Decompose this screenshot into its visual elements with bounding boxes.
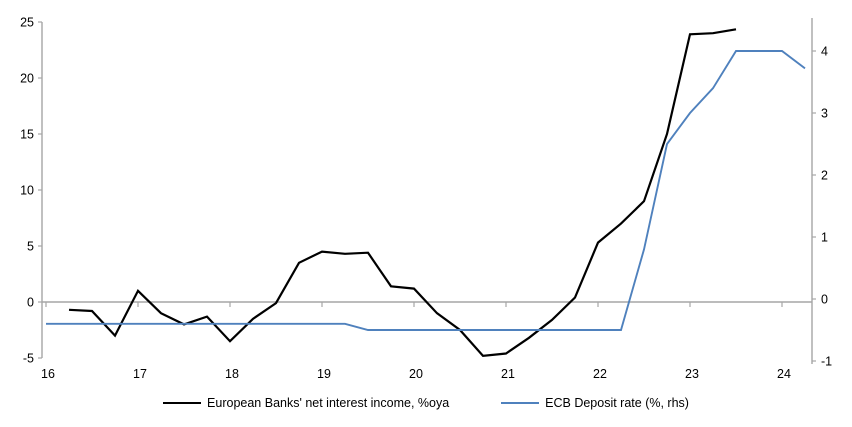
x-axis-tick-label: 22	[593, 367, 607, 381]
legend-item-nii: European Banks' net interest income, %oy…	[163, 396, 449, 410]
left-axis-tick-label: 0	[27, 296, 34, 310]
ecb-legend-label: ECB Deposit rate (%, rhs)	[545, 396, 689, 410]
ecb-line-swatch-icon	[501, 402, 540, 404]
right-axis-tick-label: 0	[821, 293, 828, 307]
right-axis-tick-label: 2	[821, 169, 828, 183]
x-axis-tick-label: 20	[409, 367, 423, 381]
x-axis-tick-label: 17	[133, 367, 147, 381]
left-axis-tick-label: -5	[23, 352, 34, 366]
right-axis-tick-label: 3	[821, 107, 828, 121]
x-axis-tick-label: 19	[317, 367, 331, 381]
chart-legend: European Banks' net interest income, %oy…	[0, 396, 852, 410]
x-axis-tick-label: 16	[41, 367, 55, 381]
nii-legend-label: European Banks' net interest income, %oy…	[207, 396, 450, 410]
left-axis-tick-label: 5	[27, 240, 34, 254]
left-axis-tick-label: 10	[20, 184, 34, 198]
legend-item-ecb: ECB Deposit rate (%, rhs)	[501, 396, 689, 410]
left-axis-tick-label: 15	[20, 128, 34, 142]
ecb-line	[46, 50, 806, 331]
x-axis-tick-label: 24	[777, 367, 791, 381]
nii-line-swatch-icon	[163, 402, 202, 404]
nii-line	[68, 28, 737, 357]
right-axis-tick-label: 4	[821, 45, 828, 59]
left-axis-tick-label: 20	[20, 72, 34, 86]
x-axis-tick-label: 23	[685, 367, 699, 381]
x-axis-tick-label: 18	[225, 367, 239, 381]
right-axis-tick-label: -1	[821, 355, 832, 369]
x-axis-tick-label: 21	[501, 367, 515, 381]
left-axis-tick-label: 25	[20, 16, 34, 30]
right-axis-tick-label: 1	[821, 231, 828, 245]
